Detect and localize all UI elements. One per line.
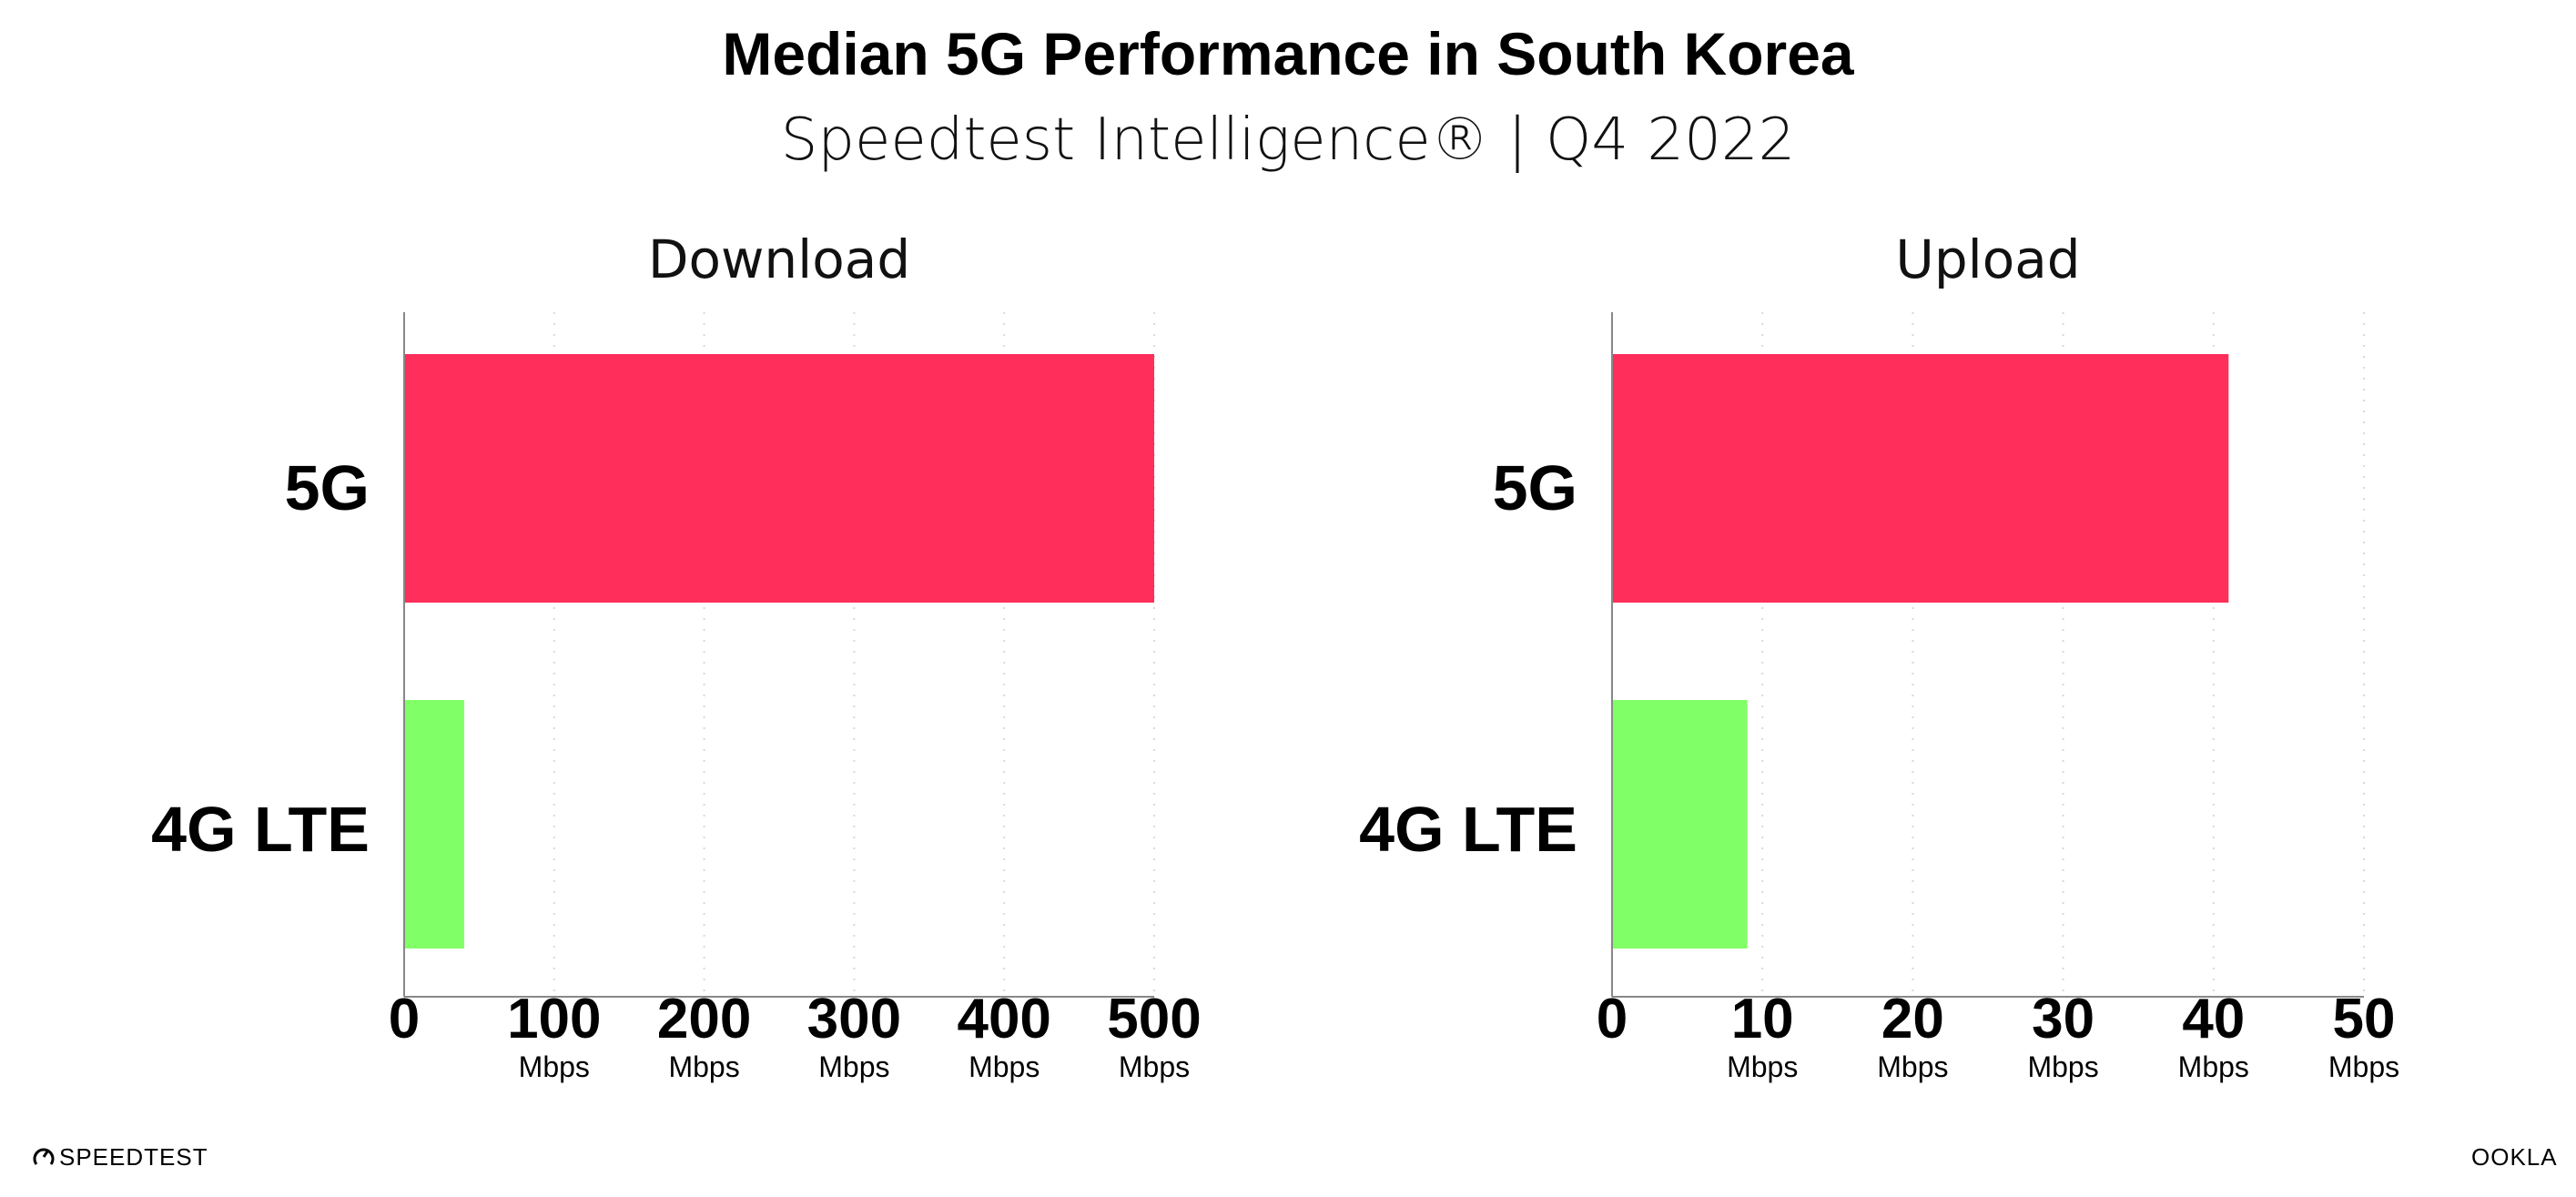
category-label: 4G LTE — [1359, 794, 1577, 865]
tick-label: 500 — [1107, 988, 1201, 1050]
tick-label: 40 — [2182, 988, 2245, 1050]
tick-label: 50 — [2333, 988, 2396, 1050]
tick-label: 10 — [1731, 988, 1794, 1050]
tick-unit: Mbps — [1119, 1050, 1190, 1083]
bar-5g — [1612, 354, 2229, 603]
tick-unit: Mbps — [818, 1050, 889, 1083]
tick-label: 0 — [1597, 988, 1628, 1050]
tick-unit: Mbps — [969, 1050, 1040, 1083]
bar-4g-lte — [404, 700, 464, 948]
tick-label: 200 — [657, 988, 751, 1050]
tick-label: 0 — [389, 988, 420, 1050]
category-label: 4G LTE — [151, 794, 370, 865]
bar-4g-lte — [1612, 700, 1748, 948]
speedometer-icon — [33, 1148, 55, 1165]
panel-title: Download — [648, 228, 910, 290]
tick-unit: Mbps — [1877, 1050, 1948, 1083]
speedtest-logo-text: SPEEDTEST — [59, 1143, 208, 1171]
tick-unit: Mbps — [2328, 1050, 2399, 1083]
tick-label: 30 — [2032, 988, 2094, 1050]
tick-unit: Mbps — [519, 1050, 590, 1083]
ookla-logo: OOKLA — [2471, 1143, 2558, 1171]
chart-title: Median 5G Performance in South Korea — [722, 20, 1855, 87]
bar-5g — [404, 354, 1154, 603]
tick-unit: Mbps — [2027, 1050, 2098, 1083]
panel-title: Upload — [1895, 228, 2080, 290]
tick-label: 400 — [957, 988, 1050, 1050]
category-label: 5G — [1493, 452, 1577, 523]
category-label: 5G — [285, 452, 370, 523]
tick-unit: Mbps — [1727, 1050, 1798, 1083]
tick-unit: Mbps — [668, 1050, 739, 1083]
tick-label: 100 — [507, 988, 601, 1050]
tick-unit: Mbps — [2178, 1050, 2249, 1083]
speedtest-logo: SPEEDTEST — [33, 1143, 208, 1171]
tick-label: 20 — [1881, 988, 1944, 1050]
tick-label: 300 — [807, 988, 901, 1050]
chart-subtitle: Speedtest Intelligence® | Q4 2022 — [781, 107, 1796, 174]
